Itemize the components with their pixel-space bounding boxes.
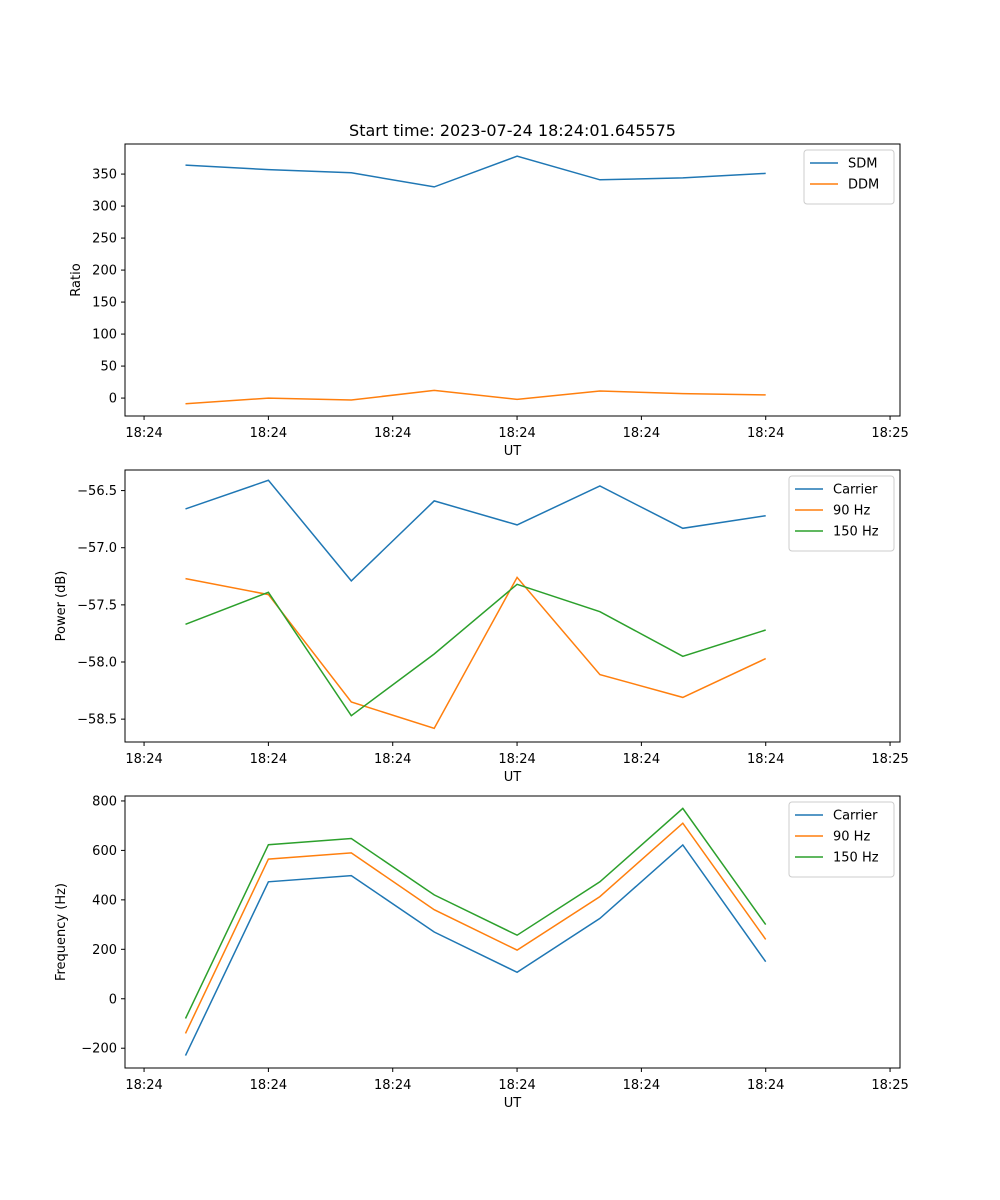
series-line-sdm bbox=[185, 155, 766, 188]
y-tick-label: 200 bbox=[92, 943, 117, 958]
chart-panel-1: 18:24 18:24 18:24 18:24 18:24 18:24 18:25 0 50 10… bbox=[69, 143, 909, 459]
legend: Carrier 90 Hz 150 Hz bbox=[788, 475, 895, 552]
legend: SDM DDM bbox=[803, 149, 895, 205]
x-tick-label: 18:24 bbox=[747, 426, 784, 441]
y-tick-label: 600 bbox=[92, 844, 117, 859]
legend-frame bbox=[788, 475, 895, 552]
series-line-90-hz bbox=[184, 822, 767, 1034]
y-tick-label: 0 bbox=[109, 392, 117, 407]
y-tick-label: 0 bbox=[109, 992, 117, 1007]
y-tick-label: 200 bbox=[92, 264, 117, 279]
y-tick-label: 100 bbox=[92, 328, 117, 343]
axes-frame bbox=[124, 143, 901, 417]
legend-label: SDM bbox=[848, 157, 877, 172]
x-tick-label: 18:24 bbox=[623, 426, 660, 441]
x-tick-label: 18:24 bbox=[747, 752, 784, 767]
legend-label: 150 Hz bbox=[833, 525, 879, 540]
y-tick-label: 800 bbox=[92, 794, 117, 809]
legend-label: Carrier bbox=[833, 809, 878, 824]
y-axis-label: Frequency (Hz) bbox=[54, 883, 69, 981]
series-line-carrier bbox=[185, 479, 766, 583]
legend: Carrier 90 Hz 150 Hz bbox=[788, 801, 895, 878]
x-axis-label: UT bbox=[504, 1096, 522, 1111]
x-tick-label: 18:24 bbox=[498, 752, 535, 767]
axes-frame bbox=[124, 469, 901, 743]
legend-label: 90 Hz bbox=[833, 830, 870, 845]
legend-frame bbox=[788, 801, 895, 878]
x-tick-label: 18:24 bbox=[374, 752, 411, 767]
axes-frame bbox=[124, 795, 901, 1069]
x-tick-label: 18:25 bbox=[871, 752, 908, 767]
y-tick-label: −56.5 bbox=[77, 484, 117, 499]
x-tick-label: 18:24 bbox=[374, 1078, 411, 1093]
x-tick-label: 18:24 bbox=[498, 1078, 535, 1093]
y-tick-label: 350 bbox=[92, 168, 117, 183]
x-tick-label: 18:24 bbox=[250, 752, 287, 767]
x-tick-label: 18:25 bbox=[871, 426, 908, 441]
y-axis-label: Power (dB) bbox=[54, 571, 69, 642]
y-tick-label: 150 bbox=[92, 296, 117, 311]
x-tick-label: 18:24 bbox=[250, 1078, 287, 1093]
y-tick-label: 250 bbox=[92, 232, 117, 247]
x-tick-label: 18:25 bbox=[871, 1078, 908, 1093]
y-axis-label: Ratio bbox=[69, 263, 84, 296]
y-tick-label: 50 bbox=[100, 360, 117, 375]
x-tick-label: 18:24 bbox=[125, 426, 162, 441]
series-line-150-hz bbox=[185, 583, 766, 717]
x-axis-label: UT bbox=[504, 770, 522, 785]
chart-panel-3: 18:24 18:24 18:24 18:24 18:24 18:24 18:25 −200 0… bbox=[54, 794, 909, 1111]
x-tick-label: 18:24 bbox=[125, 1078, 162, 1093]
legend-label: 90 Hz bbox=[833, 504, 870, 519]
y-tick-label: −58.5 bbox=[77, 713, 117, 728]
series-line-90-hz bbox=[185, 576, 767, 730]
series-line-carrier bbox=[184, 843, 767, 1056]
y-tick-label: 400 bbox=[92, 893, 117, 908]
x-tick-label: 18:24 bbox=[250, 426, 287, 441]
chart-title: Start time: 2023-07-24 18:24:01.645575 bbox=[349, 121, 676, 140]
y-tick-label: −200 bbox=[81, 1042, 117, 1057]
legend-label: 150 Hz bbox=[833, 851, 879, 866]
series-line-150-hz bbox=[184, 807, 767, 1019]
x-tick-label: 18:24 bbox=[623, 752, 660, 767]
y-tick-label: −58.0 bbox=[77, 656, 117, 671]
y-tick-label: −57.0 bbox=[77, 541, 117, 556]
x-tick-label: 18:24 bbox=[747, 1078, 784, 1093]
chart-panel-2: 18:24 18:24 18:24 18:24 18:24 18:24 18:25 −58.5… bbox=[54, 469, 909, 785]
legend-label: DDM bbox=[848, 178, 879, 193]
x-tick-label: 18:24 bbox=[623, 1078, 660, 1093]
x-axis-label: UT bbox=[504, 444, 522, 459]
legend-label: Carrier bbox=[833, 483, 878, 498]
x-tick-label: 18:24 bbox=[498, 426, 535, 441]
y-tick-label: −57.5 bbox=[77, 598, 117, 613]
x-tick-label: 18:24 bbox=[374, 426, 411, 441]
x-tick-label: 18:24 bbox=[125, 752, 162, 767]
y-tick-label: 300 bbox=[92, 200, 117, 215]
series-line-ddm bbox=[185, 389, 766, 405]
